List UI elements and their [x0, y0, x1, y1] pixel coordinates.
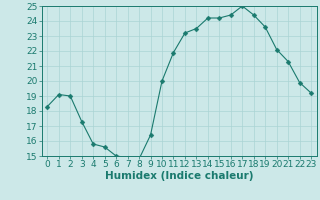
X-axis label: Humidex (Indice chaleur): Humidex (Indice chaleur)	[105, 171, 253, 181]
